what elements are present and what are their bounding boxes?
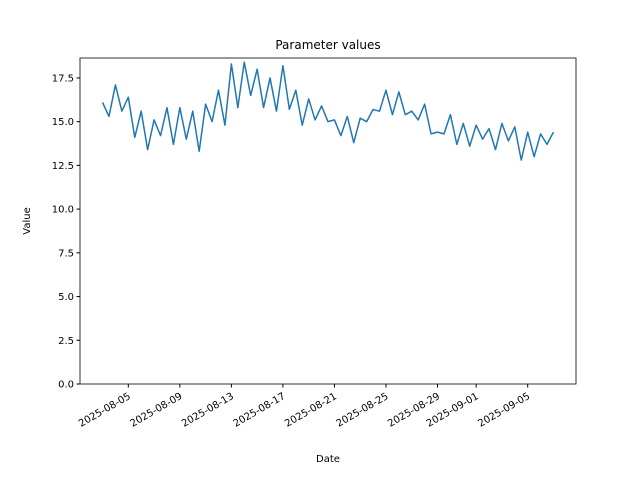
x-tick-label: 2025-08-21 bbox=[283, 391, 339, 430]
y-axis-label: Value bbox=[22, 207, 33, 234]
x-tick-label: 2025-08-05 bbox=[77, 391, 133, 430]
y-tick-label: 0.0 bbox=[58, 380, 74, 391]
y-tick-label: 15.0 bbox=[52, 117, 74, 128]
y-tick-label: 7.5 bbox=[58, 248, 74, 259]
x-axis-label: Date bbox=[316, 454, 340, 465]
plot-frame bbox=[79, 57, 577, 385]
y-tick-label: 5.0 bbox=[58, 292, 74, 303]
y-tick-label: 17.5 bbox=[52, 73, 74, 84]
line bbox=[101, 61, 555, 161]
x-tick-label: 2025-08-09 bbox=[129, 391, 185, 430]
x-tick-label: 2025-08-17 bbox=[232, 391, 288, 430]
x-tick-label: 2025-08-13 bbox=[180, 391, 236, 430]
x-tick-label: 2025-08-25 bbox=[335, 391, 391, 430]
y-tick-label: 12.5 bbox=[52, 161, 74, 172]
y-tick-label: 10.0 bbox=[52, 205, 74, 216]
y-tick-label: 2.5 bbox=[58, 336, 74, 347]
chart-title: Parameter values bbox=[275, 38, 380, 52]
x-tick-label: 2025-09-05 bbox=[476, 391, 532, 430]
